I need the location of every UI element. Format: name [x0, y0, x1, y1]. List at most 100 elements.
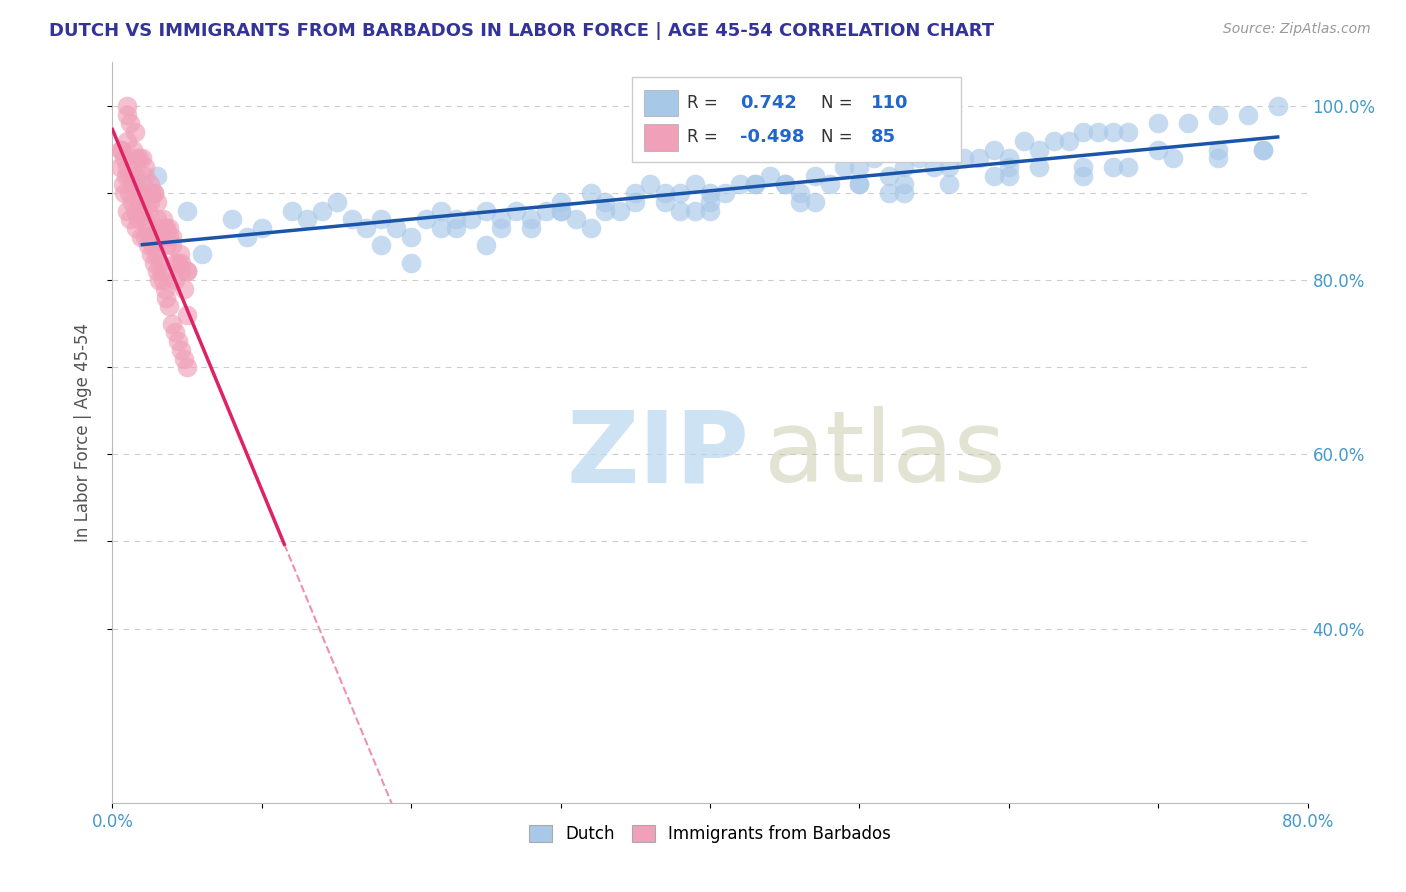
Point	[893, 160, 915, 174]
Point	[728, 178, 751, 192]
Point	[1057, 134, 1080, 148]
Point	[311, 203, 333, 218]
Point	[489, 221, 512, 235]
Point	[141, 247, 163, 261]
Point	[803, 194, 825, 209]
Point	[430, 203, 453, 218]
Point	[134, 160, 156, 174]
Point	[1028, 160, 1050, 174]
Point	[131, 178, 153, 192]
Point	[848, 178, 870, 192]
Point	[176, 308, 198, 322]
Point	[595, 203, 617, 218]
Point	[444, 212, 467, 227]
Point	[1118, 125, 1140, 139]
Point	[699, 203, 721, 218]
Point	[117, 160, 139, 174]
Point	[1251, 143, 1274, 157]
Point	[640, 178, 662, 192]
Point	[139, 178, 162, 192]
Point	[125, 221, 148, 235]
Point	[370, 212, 392, 227]
Point	[669, 186, 692, 200]
Point	[325, 194, 347, 209]
Point	[579, 221, 602, 235]
Point	[953, 151, 976, 165]
Point	[162, 229, 183, 244]
Point	[818, 178, 841, 192]
Point	[120, 169, 142, 183]
Point	[155, 221, 177, 235]
Point	[744, 178, 766, 192]
Point	[1073, 160, 1095, 174]
Point	[1237, 108, 1260, 122]
Point	[124, 125, 146, 139]
Point	[117, 134, 139, 148]
Point	[356, 221, 378, 235]
Point	[564, 212, 586, 227]
Point	[1087, 125, 1109, 139]
Point	[340, 212, 363, 227]
Legend: Dutch, Immigrants from Barbados: Dutch, Immigrants from Barbados	[522, 819, 898, 850]
Point	[1161, 151, 1184, 165]
FancyBboxPatch shape	[644, 90, 678, 117]
Point	[385, 221, 408, 235]
Point	[146, 264, 169, 278]
Point	[110, 143, 132, 157]
Point	[169, 247, 191, 261]
Point	[863, 151, 886, 165]
Point	[1251, 143, 1274, 157]
Point	[153, 221, 176, 235]
Point	[983, 169, 1005, 183]
Point	[489, 212, 512, 227]
Point	[520, 221, 543, 235]
Point	[1012, 134, 1035, 148]
Point	[759, 169, 782, 183]
Point	[124, 203, 146, 218]
Point	[152, 229, 174, 244]
Point	[922, 160, 945, 174]
Point	[143, 256, 166, 270]
Point	[134, 229, 156, 244]
Point	[167, 256, 190, 270]
Point	[139, 229, 162, 244]
Point	[132, 212, 155, 227]
Point	[165, 273, 187, 287]
Point	[908, 151, 931, 165]
Point	[1177, 116, 1199, 130]
Point	[153, 282, 176, 296]
Point	[150, 264, 173, 278]
Point	[281, 203, 304, 218]
Point	[893, 178, 915, 192]
Point	[1102, 125, 1125, 139]
Point	[170, 343, 193, 357]
Point	[699, 194, 721, 209]
Text: Source: ZipAtlas.com: Source: ZipAtlas.com	[1223, 22, 1371, 37]
Point	[834, 160, 856, 174]
Point	[609, 203, 631, 218]
Point	[370, 238, 392, 252]
Point	[1073, 169, 1095, 183]
Point	[1028, 143, 1050, 157]
Point	[131, 151, 153, 165]
Text: R =: R =	[688, 95, 718, 112]
Point	[475, 203, 498, 218]
Point	[122, 178, 145, 192]
Point	[683, 203, 706, 218]
Point	[789, 186, 811, 200]
Text: DUTCH VS IMMIGRANTS FROM BARBADOS IN LABOR FORCE | AGE 45-54 CORRELATION CHART: DUTCH VS IMMIGRANTS FROM BARBADOS IN LAB…	[49, 22, 994, 40]
Point	[773, 178, 796, 192]
Point	[108, 160, 131, 174]
Point	[155, 238, 177, 252]
Point	[173, 351, 195, 366]
Point	[146, 194, 169, 209]
Point	[128, 151, 150, 165]
Point	[998, 169, 1021, 183]
Point	[505, 203, 527, 218]
Point	[146, 212, 169, 227]
Point	[773, 178, 796, 192]
Point	[127, 212, 149, 227]
Point	[1206, 143, 1229, 157]
Point	[118, 186, 141, 200]
Point	[157, 299, 180, 313]
